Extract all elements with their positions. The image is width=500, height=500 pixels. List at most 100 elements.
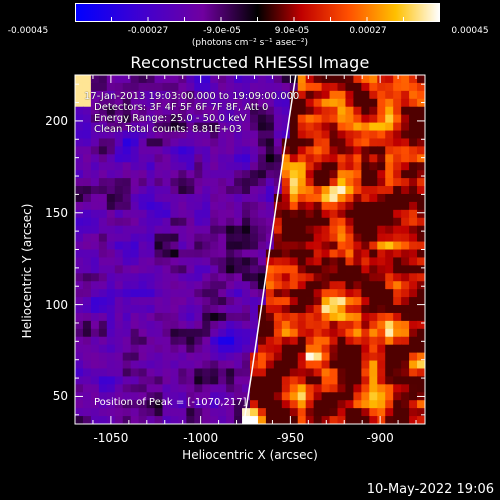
heatmap-cell <box>369 376 378 385</box>
heatmap-cell <box>385 114 394 124</box>
heatmap-cell <box>90 281 100 290</box>
heatmap-cell <box>409 233 418 243</box>
heatmap-cell <box>178 225 187 235</box>
heatmap-cell <box>114 257 124 266</box>
heatmap-cell <box>250 344 259 354</box>
heatmap-cell <box>393 257 402 266</box>
heatmap-cell <box>281 146 291 155</box>
heatmap-cell <box>146 106 156 116</box>
heatmap-cell <box>281 273 291 282</box>
heatmap-cell <box>90 233 100 243</box>
heatmap-cell <box>345 138 355 147</box>
heatmap-cell <box>401 114 410 124</box>
colorbar-tick: -0.00045 <box>7 26 49 36</box>
heatmap-cell <box>186 193 195 203</box>
heatmap-cell <box>186 281 195 290</box>
heatmap-cell <box>265 281 275 290</box>
heatmap-cell <box>377 297 386 306</box>
heatmap-cell <box>90 241 100 251</box>
heatmap-cell <box>146 352 156 362</box>
heatmap-cell <box>98 305 108 314</box>
heatmap-cell <box>337 138 347 147</box>
heatmap-cell <box>273 281 283 290</box>
heatmap-cell <box>289 138 299 147</box>
heatmap-cell <box>162 392 172 401</box>
heatmap-cell <box>138 122 148 132</box>
heatmap-cell <box>154 170 164 179</box>
heatmap-cell <box>345 233 355 243</box>
heatmap-cell <box>122 249 132 259</box>
heatmap-cell <box>122 376 132 385</box>
heatmap-cell <box>98 400 108 409</box>
heatmap-cell <box>98 320 108 330</box>
heatmap-cell <box>393 98 402 108</box>
heatmap-cell <box>234 392 243 401</box>
heatmap-cell <box>122 305 132 314</box>
heatmap-cell <box>257 162 267 171</box>
heatmap-cell <box>250 122 259 132</box>
heatmap-cell <box>130 344 140 354</box>
heatmap-cell <box>273 201 283 211</box>
heatmap-cell <box>329 289 339 298</box>
colorbar-tick: -9.0e-05 <box>203 26 241 36</box>
heatmap-cell <box>218 130 227 140</box>
heatmap-cell <box>337 241 347 251</box>
heatmap-cell <box>90 114 100 124</box>
heatmap-cell <box>250 114 259 124</box>
heatmap-cell <box>393 305 402 314</box>
heatmap-cell <box>234 281 243 290</box>
heatmap-cell <box>82 360 92 370</box>
heatmap-cell <box>297 233 307 243</box>
heatmap-cell <box>281 98 291 108</box>
heatmap-cell <box>146 130 156 140</box>
heatmap-cell <box>305 154 315 163</box>
heatmap-cell <box>154 265 164 274</box>
heatmap-cell <box>82 392 92 401</box>
heatmap-cell <box>353 114 362 124</box>
heatmap-cell <box>313 289 323 298</box>
heatmap-cell <box>234 376 243 385</box>
heatmap-cell <box>329 336 339 346</box>
heatmap-cell <box>329 138 339 147</box>
heatmap-cell <box>329 178 339 187</box>
heatmap-cell <box>353 305 362 314</box>
heatmap-cell <box>178 328 187 338</box>
heatmap-cell <box>194 289 203 298</box>
heatmap-cell <box>154 114 164 124</box>
heatmap-cell <box>242 408 251 417</box>
heatmap-cell <box>186 82 195 92</box>
heatmap-cell <box>377 408 386 417</box>
heatmap-cell <box>313 82 323 92</box>
heatmap-cell <box>417 344 425 354</box>
heatmap-cell <box>393 170 402 179</box>
heatmap-cell <box>353 138 362 147</box>
heatmap-cell <box>353 289 362 298</box>
info-line: 17-Jan-2013 19:03:00.000 to 19:09:00.000 <box>84 91 300 102</box>
heatmap-cell <box>337 360 347 370</box>
heatmap-cell <box>265 138 275 147</box>
heatmap-cell <box>361 320 370 330</box>
heatmap-cell <box>162 209 172 219</box>
heatmap-cell <box>226 392 235 401</box>
heatmap-cell <box>321 178 331 187</box>
heatmap-cell <box>138 217 148 227</box>
heatmap-cell <box>170 241 180 251</box>
heatmap-cell <box>122 186 132 195</box>
heatmap-cell <box>75 154 84 163</box>
heatmap-cell <box>98 138 108 147</box>
heatmap-cell <box>250 146 259 155</box>
heatmap-cell <box>361 305 370 314</box>
heatmap-cell <box>329 154 339 163</box>
heatmap-cell <box>202 193 211 203</box>
heatmap-cell <box>385 138 394 147</box>
heatmap-cell <box>82 201 92 211</box>
heatmap-cell <box>146 328 156 338</box>
heatmap-cell <box>393 376 402 385</box>
heatmap-cell <box>281 320 291 330</box>
heatmap-cell <box>289 98 299 108</box>
heatmap-cell <box>313 233 323 243</box>
heatmap-cell <box>329 170 339 179</box>
heatmap-cell <box>186 170 195 179</box>
heatmap-cell <box>361 217 370 227</box>
heatmap-cell <box>313 225 323 235</box>
